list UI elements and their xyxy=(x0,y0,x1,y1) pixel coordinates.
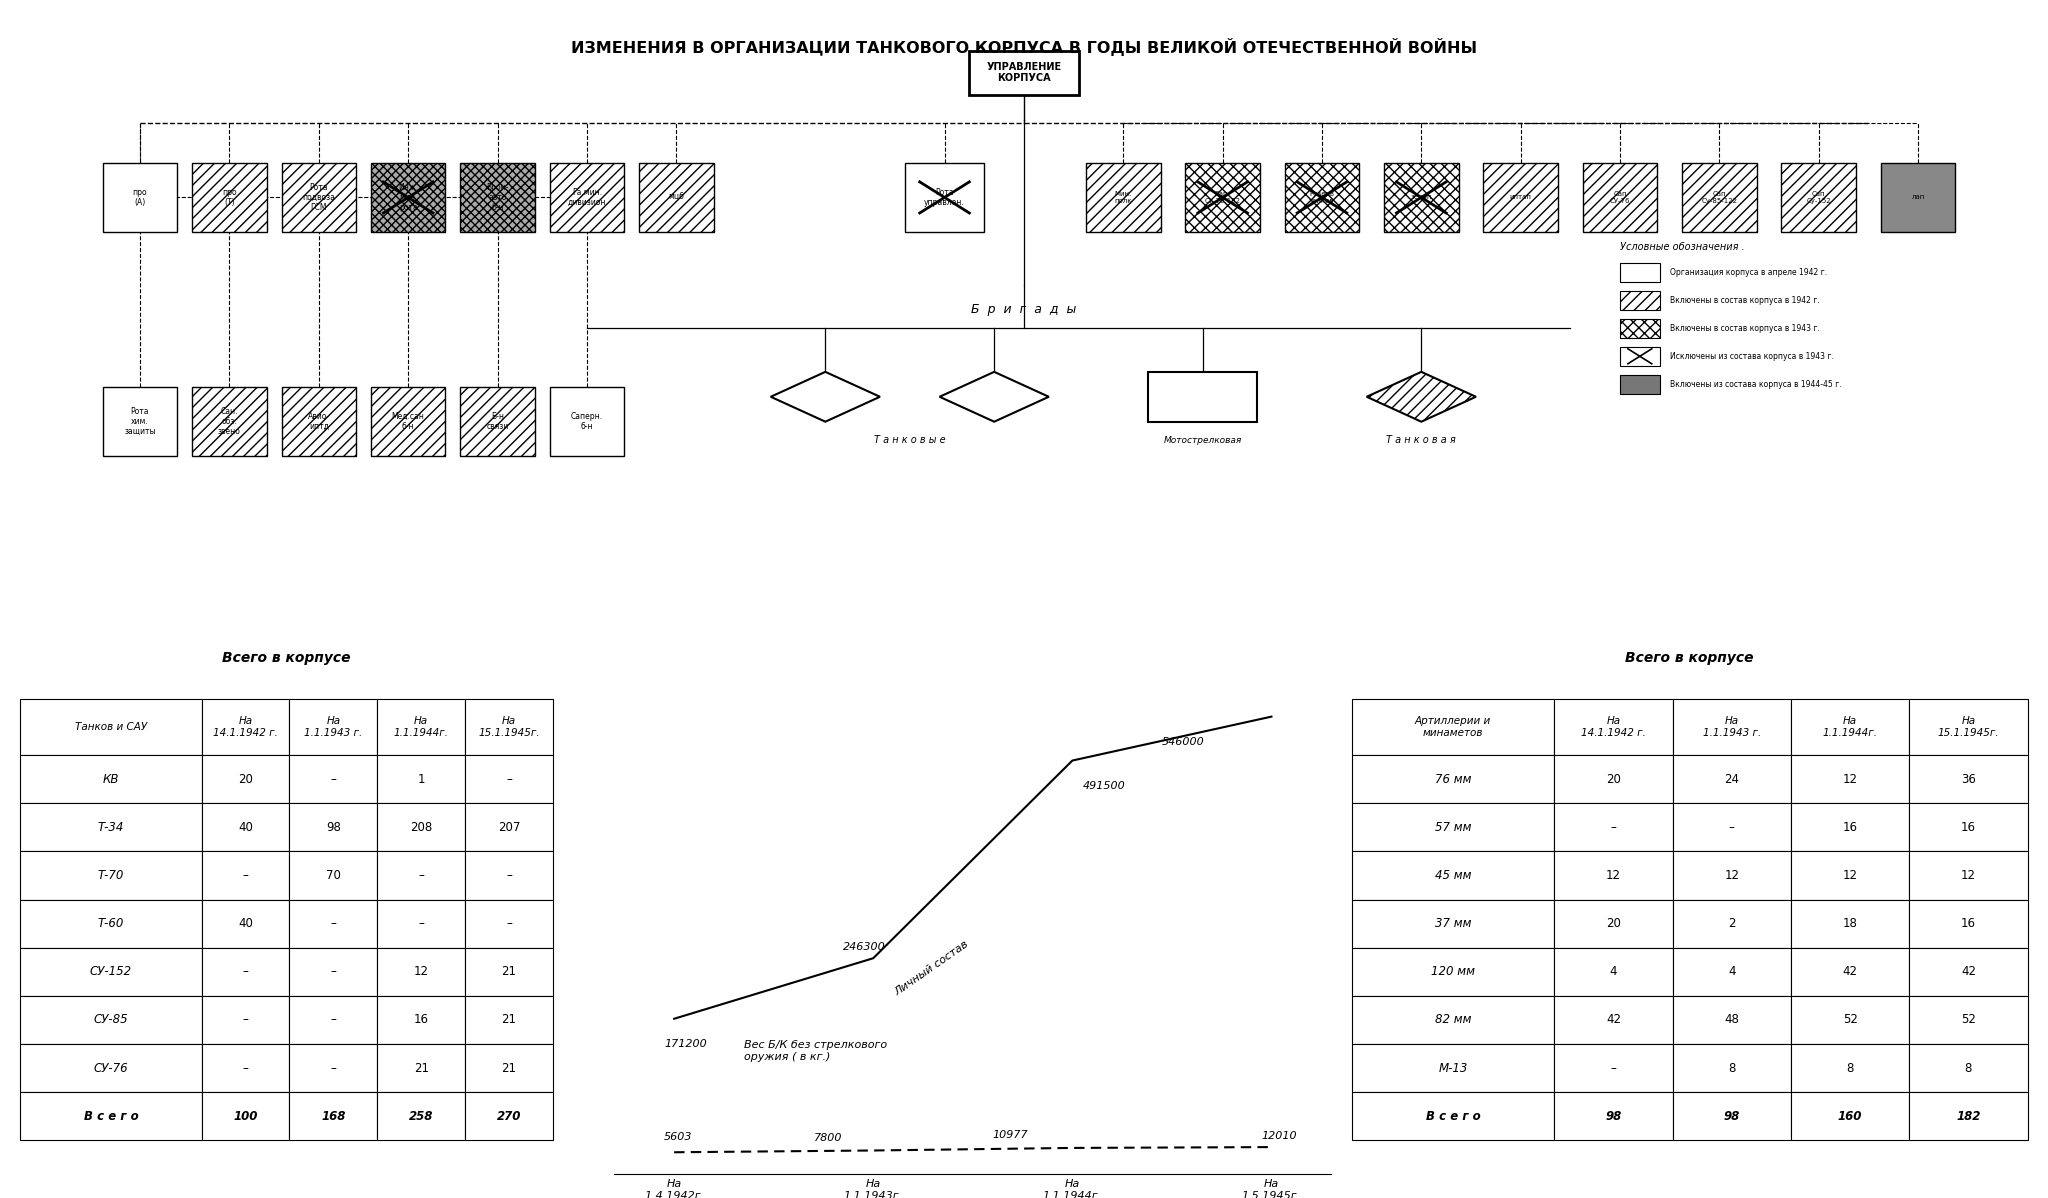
Text: Вес Б/К без стрелкового
оружия ( в кг.): Вес Б/К без стрелкового оружия ( в кг.) xyxy=(743,1040,887,1063)
Text: лап: лап xyxy=(1911,194,1925,200)
Bar xyxy=(1483,163,1559,231)
Bar xyxy=(461,387,535,456)
Text: Саперн.
б-н: Саперн. б-н xyxy=(571,412,602,431)
Bar xyxy=(1384,163,1458,231)
Text: УПРАВЛЕНИЕ
КОРПУСА: УПРАВЛЕНИЕ КОРПУСА xyxy=(987,62,1061,83)
Text: Т а н к о в ы е: Т а н к о в ы е xyxy=(874,435,946,446)
Text: Резерв
танков: Резерв танков xyxy=(1309,192,1335,204)
Text: 12010: 12010 xyxy=(1262,1131,1296,1140)
Bar xyxy=(549,387,625,456)
Bar xyxy=(549,163,625,231)
Bar xyxy=(1284,163,1360,231)
Polygon shape xyxy=(770,371,881,422)
Bar xyxy=(905,163,985,231)
Polygon shape xyxy=(1366,371,1477,422)
Text: Брон-
авто
б-н: Брон- авто б-н xyxy=(485,183,508,212)
Text: Б  р  и  г  а  д  ы: Б р и г а д ы xyxy=(971,303,1077,316)
Text: Сап
Су-85-122: Сап Су-85-122 xyxy=(1702,192,1737,204)
Text: зенап: зенап xyxy=(1411,194,1432,200)
Text: Рота
подвоза
ГСМ: Рота подвоза ГСМ xyxy=(303,183,336,212)
Text: ИЗМЕНЕНИЯ В ОРГАНИЗАЦИИ ТАНКОВОГО КОРПУСА В ГОДЫ ВЕЛИКОЙ ОТЕЧЕСТВЕННОЙ ВОЙНЫ: ИЗМЕНЕНИЯ В ОРГАНИЗАЦИИ ТАНКОВОГО КОРПУС… xyxy=(571,38,1477,56)
Text: мцб: мцб xyxy=(668,193,684,202)
Bar xyxy=(193,163,266,231)
Text: иптап: иптап xyxy=(1509,194,1532,200)
Bar xyxy=(969,52,1079,95)
Text: 491500: 491500 xyxy=(1081,781,1124,791)
Bar xyxy=(1583,163,1657,231)
Text: Сап.
СУ-76,152: Сап. СУ-76,152 xyxy=(1204,192,1241,204)
Text: 7800: 7800 xyxy=(813,1133,842,1143)
Text: 246300: 246300 xyxy=(844,942,887,952)
Bar xyxy=(1149,371,1257,422)
Text: про
(Т): про (Т) xyxy=(221,188,238,207)
Text: Мин.
полк: Мин. полк xyxy=(1114,192,1133,204)
Bar xyxy=(193,387,266,456)
Text: Всего в корпусе: Всего в корпусе xyxy=(223,651,350,665)
Bar xyxy=(461,163,535,231)
Bar xyxy=(371,163,444,231)
Text: Инж.
мин.
рота: Инж. мин. рота xyxy=(397,183,418,212)
Text: Сан.
обз.
звено: Сан. обз. звено xyxy=(217,407,242,436)
Text: Сап
Су-152: Сап Су-152 xyxy=(1806,192,1831,204)
Text: Организация корпуса в апреле 1942 г.: Организация корпуса в апреле 1942 г. xyxy=(1669,267,1827,277)
Bar xyxy=(1880,163,1956,231)
Bar xyxy=(1620,291,1659,309)
Text: Включены из состава корпуса в 1944-45 г.: Включены из состава корпуса в 1944-45 г. xyxy=(1669,380,1841,389)
Bar xyxy=(1186,163,1260,231)
Bar xyxy=(102,163,178,231)
Text: Мед.сан
б-н: Мед.сан б-н xyxy=(391,412,424,431)
Text: 171200: 171200 xyxy=(664,1039,707,1049)
Text: Всего в корпусе: Всего в корпусе xyxy=(1626,651,1753,665)
Text: Условные обозначения .: Условные обозначения . xyxy=(1620,242,1745,253)
Text: Б-н
связи: Б-н связи xyxy=(487,412,508,431)
Text: 5603: 5603 xyxy=(664,1132,692,1142)
Bar xyxy=(1620,319,1659,338)
Bar xyxy=(281,387,356,456)
Text: 10977: 10977 xyxy=(993,1130,1028,1140)
Bar xyxy=(1620,347,1659,365)
Text: про
(А): про (А) xyxy=(133,188,147,207)
Text: Т а н к о в а я: Т а н к о в а я xyxy=(1386,435,1456,446)
Text: Личный состав: Личный состав xyxy=(893,939,971,998)
Text: Рота
хим.
защиты: Рота хим. защиты xyxy=(125,407,156,436)
Text: Га.мин.
дивизион: Га.мин. дивизион xyxy=(567,188,606,207)
Text: Исключены из состава корпуса в 1943 г.: Исключены из состава корпуса в 1943 г. xyxy=(1669,352,1833,361)
Text: Включены в состав корпуса в 1943 г.: Включены в состав корпуса в 1943 г. xyxy=(1669,323,1819,333)
Bar xyxy=(1681,163,1757,231)
Bar xyxy=(102,387,178,456)
Text: Рота
управлен.: Рота управлен. xyxy=(924,188,965,207)
Bar xyxy=(1620,262,1659,282)
Text: 546000: 546000 xyxy=(1161,737,1204,746)
Text: Сап
СУ-76: Сап СУ-76 xyxy=(1610,192,1630,204)
Text: Мотострелковая: Мотострелковая xyxy=(1163,436,1241,444)
Bar xyxy=(639,163,713,231)
Bar xyxy=(281,163,356,231)
Bar xyxy=(1085,163,1161,231)
Bar xyxy=(1782,163,1855,231)
Text: Авио-
иптд: Авио- иптд xyxy=(307,412,330,431)
Bar xyxy=(371,387,444,456)
Text: Включены в состав корпуса в 1942 г.: Включены в состав корпуса в 1942 г. xyxy=(1669,296,1819,304)
Polygon shape xyxy=(940,371,1049,422)
Bar xyxy=(1620,375,1659,394)
